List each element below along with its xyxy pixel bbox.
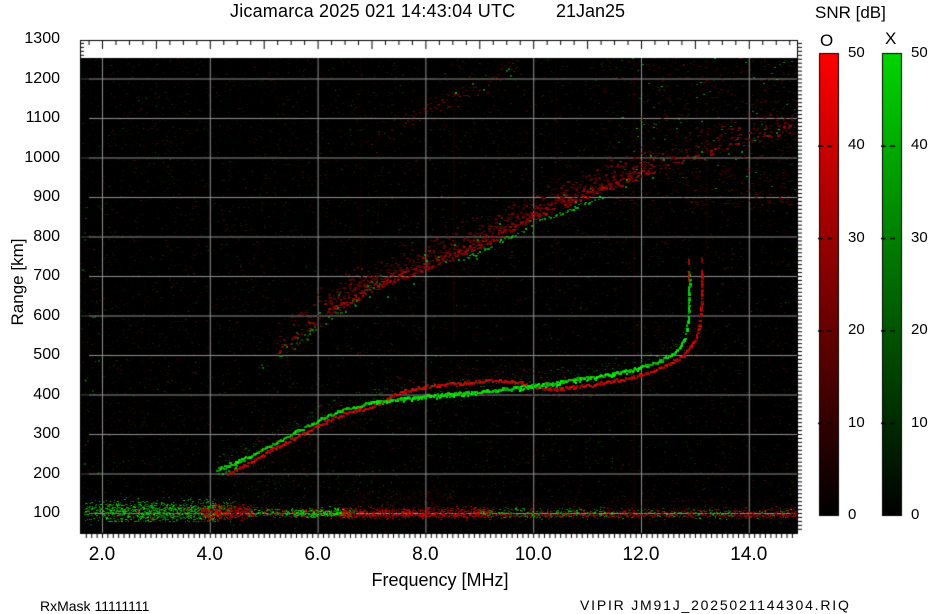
x-axis-title: Frequency [MHz] xyxy=(371,570,509,590)
y-tick-label: 700 xyxy=(33,267,60,284)
colorbar-tick-label: 40 xyxy=(911,136,928,154)
x-tick-label: 14.0 xyxy=(730,544,768,565)
x-tick-label: 12.0 xyxy=(622,544,660,565)
y-tick-label: 300 xyxy=(33,425,60,442)
plot-title: Jicamarca 2025 021 14:43:04 UTC xyxy=(230,1,516,21)
y-tick-label: 500 xyxy=(33,346,60,363)
colorbar-o-mode-label: O xyxy=(820,31,834,50)
colorbar-tick-label: 20 xyxy=(911,321,928,339)
y-tick-label: 1000 xyxy=(24,148,60,166)
colorbar-tick-label: 40 xyxy=(848,136,865,154)
colorbar-tick-label: 50 xyxy=(911,44,928,61)
x-tick-label: 8.0 xyxy=(412,544,439,565)
y-tick-label: 1200 xyxy=(24,69,60,87)
colorbar-x-mode-label: X xyxy=(885,29,897,48)
plot-date: 21Jan25 xyxy=(556,1,626,21)
x-tick-label: 10.0 xyxy=(514,544,552,565)
footer-rxmask: RxMask 11111111 xyxy=(40,598,150,614)
x-tick-label: 4.0 xyxy=(196,544,223,565)
colorbar-tick-label: 0 xyxy=(911,506,920,523)
x-tick-label: 2.0 xyxy=(88,544,116,565)
footer-filename: VIPIR JM91J_2025021144304.RIQ xyxy=(580,597,851,613)
colorbar-tick-label: 0 xyxy=(848,506,857,523)
y-tick-label: 200 xyxy=(33,464,60,482)
colorbar-tick-label: 30 xyxy=(848,228,865,246)
colorbar-tick-label: 30 xyxy=(911,228,928,246)
y-tick-label: 900 xyxy=(33,188,60,205)
y-tick-label: 800 xyxy=(33,227,60,245)
y-tick-label: 100 xyxy=(33,504,60,521)
y-tick-label: 400 xyxy=(33,385,60,403)
colorbar-tick-label: 20 xyxy=(848,321,865,339)
y-tick-label: 1100 xyxy=(25,109,60,126)
x-tick-label: 6.0 xyxy=(304,544,331,565)
colorbar-tick-label: 10 xyxy=(848,413,865,431)
y-tick-label: 1300 xyxy=(24,30,60,47)
colorbar-tick-label: 10 xyxy=(911,413,928,431)
colorbar-title: SNR [dB] xyxy=(815,3,886,22)
y-tick-label: 600 xyxy=(33,306,60,324)
colorbar-tick-label: 50 xyxy=(848,44,865,61)
